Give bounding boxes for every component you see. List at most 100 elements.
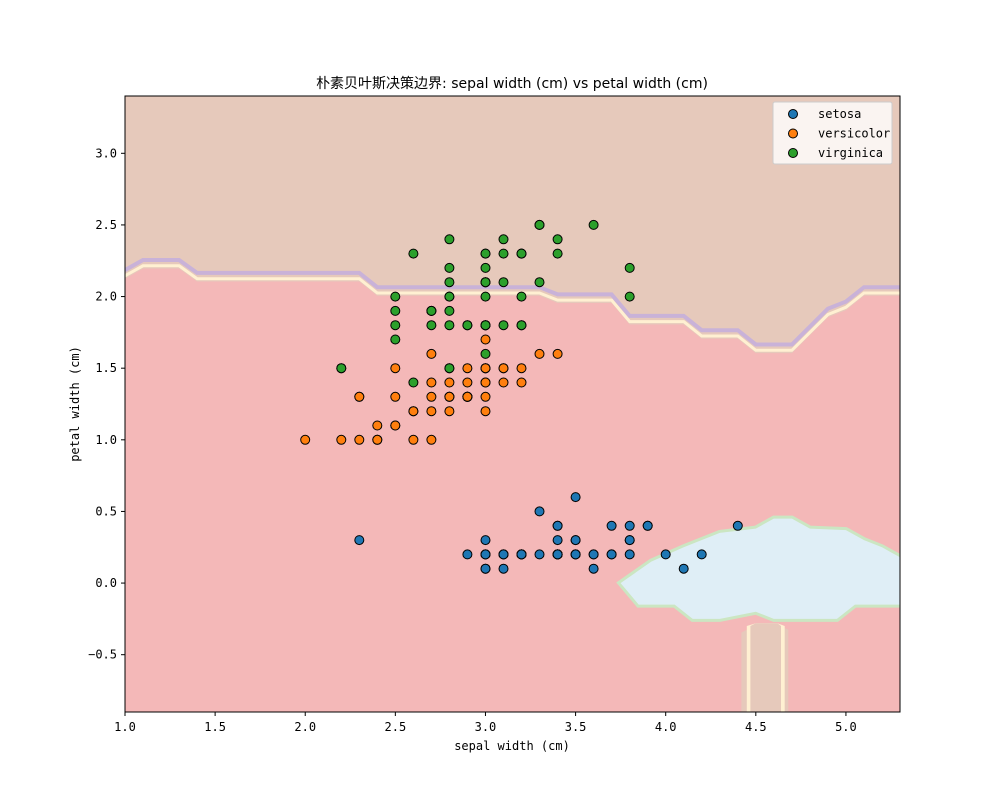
legend-marker-versicolor <box>788 128 798 139</box>
point-setosa <box>732 520 743 531</box>
point-virginica <box>552 234 563 245</box>
point-setosa <box>480 535 491 546</box>
point-virginica <box>534 219 545 230</box>
point-versicolor <box>390 391 401 402</box>
x-tick-label: 3.5 <box>565 720 587 734</box>
x-tick-label: 1.5 <box>204 720 226 734</box>
y-tick-label: 0.5 <box>95 504 117 518</box>
boundary-contour-versicolor <box>125 264 900 352</box>
x-tick-label: 2.0 <box>294 720 316 734</box>
point-setosa <box>534 506 545 517</box>
point-setosa <box>570 492 581 503</box>
point-setosa <box>660 549 671 560</box>
legend-marker-virginica <box>788 148 798 158</box>
point-virginica <box>498 248 509 259</box>
point-virginica <box>444 234 455 245</box>
point-versicolor <box>426 434 437 445</box>
point-versicolor <box>480 377 491 388</box>
y-tick-label: 3.0 <box>95 146 117 160</box>
point-virginica <box>498 320 509 331</box>
point-virginica <box>390 334 401 345</box>
point-virginica <box>516 248 527 259</box>
point-virginica <box>588 219 599 230</box>
point-versicolor <box>300 434 311 445</box>
point-versicolor <box>462 377 473 388</box>
point-setosa <box>624 520 635 531</box>
point-setosa <box>642 520 653 531</box>
point-virginica <box>480 277 491 288</box>
point-virginica <box>408 377 419 388</box>
point-virginica <box>516 320 527 331</box>
point-versicolor <box>408 406 419 417</box>
point-setosa <box>696 549 707 560</box>
decision-regions <box>125 96 900 712</box>
point-setosa <box>462 549 473 560</box>
point-virginica <box>552 248 563 259</box>
y-tick-label: 1.0 <box>95 433 117 447</box>
point-virginica <box>390 320 401 331</box>
point-setosa <box>552 549 563 560</box>
point-versicolor <box>534 348 545 359</box>
legend: setosa versicolor virginica <box>772 101 893 165</box>
point-versicolor <box>498 377 509 388</box>
plot-area <box>125 96 900 712</box>
point-setosa <box>552 520 563 531</box>
y-tick-label: 1.5 <box>95 361 117 375</box>
point-setosa <box>678 563 689 574</box>
plot-frame <box>124 95 901 713</box>
boundary-contour-virginica <box>125 258 900 347</box>
point-setosa <box>534 549 545 560</box>
point-setosa <box>606 549 617 560</box>
scatter-points <box>300 219 743 574</box>
point-versicolor <box>462 363 473 374</box>
point-versicolor <box>462 391 473 402</box>
chart-title: 朴素贝叶斯决策边界: sepal width (cm) vs petal wid… <box>316 75 708 92</box>
point-versicolor <box>372 434 383 445</box>
point-versicolor <box>426 377 437 388</box>
point-versicolor <box>480 334 491 345</box>
point-versicolor <box>336 434 347 445</box>
point-versicolor <box>552 348 563 359</box>
point-virginica <box>444 277 455 288</box>
point-setosa <box>354 535 365 546</box>
point-virginica <box>444 262 455 273</box>
x-tick-label: 4.5 <box>745 720 767 734</box>
point-virginica <box>534 277 545 288</box>
point-virginica <box>516 291 527 302</box>
point-virginica <box>498 277 509 288</box>
x-axis: 1.0 1.5 2.0 2.5 3.0 3.5 4.0 4.5 5.0 <box>114 712 857 734</box>
point-setosa <box>498 563 509 574</box>
x-axis-label: sepal width (cm) <box>454 739 570 753</box>
point-virginica <box>624 262 635 273</box>
y-tick-label: 2.0 <box>95 290 117 304</box>
point-virginica <box>426 320 437 331</box>
point-versicolor <box>390 420 401 431</box>
point-virginica <box>444 320 455 331</box>
y-axis: −0.5 0.0 0.5 1.0 1.5 2.0 2.5 3.0 <box>88 146 125 662</box>
x-tick-label: 2.5 <box>385 720 407 734</box>
point-versicolor <box>516 363 527 374</box>
point-versicolor <box>408 434 419 445</box>
region-setosa <box>620 518 900 619</box>
point-versicolor <box>480 363 491 374</box>
x-tick-label: 3.0 <box>475 720 497 734</box>
point-virginica <box>498 234 509 245</box>
point-virginica <box>480 248 491 259</box>
point-virginica <box>444 305 455 316</box>
region-virginica-stem <box>750 623 781 712</box>
point-versicolor <box>354 391 365 402</box>
x-tick-label: 1.0 <box>114 720 136 734</box>
point-versicolor <box>390 363 401 374</box>
point-virginica <box>390 291 401 302</box>
legend-box <box>772 101 893 165</box>
point-setosa <box>552 535 563 546</box>
point-virginica <box>426 305 437 316</box>
point-setosa <box>624 549 635 560</box>
point-versicolor <box>498 363 509 374</box>
x-tick-label: 5.0 <box>835 720 857 734</box>
point-versicolor <box>444 406 455 417</box>
point-setosa <box>498 549 509 560</box>
legend-label-virginica: virginica <box>818 146 883 160</box>
point-versicolor <box>426 348 437 359</box>
